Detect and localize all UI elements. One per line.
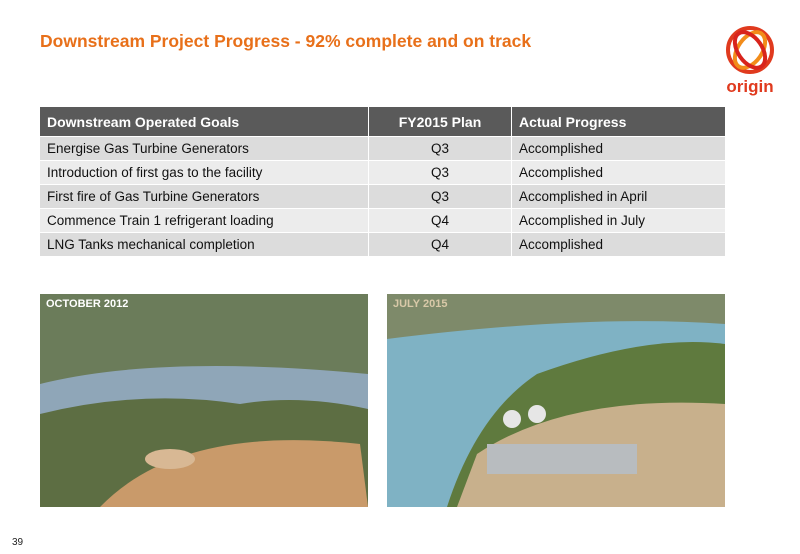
photo-image: [40, 294, 368, 507]
photo-caption: OCTOBER 2012: [46, 298, 129, 310]
table-row: LNG Tanks mechanical completion Q4 Accompl…: [40, 232, 725, 256]
logo-text: origin: [726, 77, 773, 96]
table-cell: Accomplished: [511, 232, 725, 256]
table-cell: Energise Gas Turbine Generators: [40, 136, 369, 161]
page-number: 39: [12, 537, 24, 548]
goals-table: Downstream Operated Goals FY2015 Plan Ac…: [40, 107, 725, 256]
logo: origin: [726, 26, 774, 96]
photo-image: [387, 294, 725, 507]
table-row: Energise Gas Turbine Generators Q3 Accompl…: [40, 136, 725, 161]
table-cell: LNG Tanks mechanical completion: [40, 232, 369, 256]
column-header: Downstream Operated Goals: [40, 107, 369, 137]
photo-caption: JULY 2015: [393, 298, 448, 310]
table-cell: Q3: [368, 184, 512, 209]
table-cell: Accomplished: [511, 136, 725, 161]
table-row: First fire of Gas Turbine Generators Q3 Ac…: [40, 184, 725, 209]
table-cell: Accomplished in July: [511, 208, 725, 233]
column-header: Actual Progress: [511, 107, 725, 137]
table-cell: Commence Train 1 refrigerant loading: [40, 208, 369, 233]
table-cell: Q3: [368, 136, 512, 161]
slide-title: Downstream Project Progress - 92% comple…: [40, 31, 532, 51]
photo: OCTOBER 2012: [40, 294, 368, 507]
table-row: Commence Train 1 refrigerant loading Q4 Ac…: [40, 208, 725, 233]
table-cell: Q4: [368, 232, 512, 256]
table-cell: Accomplished: [511, 160, 725, 185]
photo: JULY 2015: [387, 294, 725, 507]
table-cell: Accomplished in April: [511, 184, 725, 209]
column-header: FY2015 Plan: [368, 107, 512, 137]
table-row: Introduction of first gas to the facilit…: [40, 160, 725, 185]
table-cell: First fire of Gas Turbine Generators: [40, 184, 369, 209]
table-cell: Q3: [368, 160, 512, 185]
table-cell: Q4: [368, 208, 512, 233]
table-cell: Introduction of first gas to the facilit…: [40, 160, 369, 185]
